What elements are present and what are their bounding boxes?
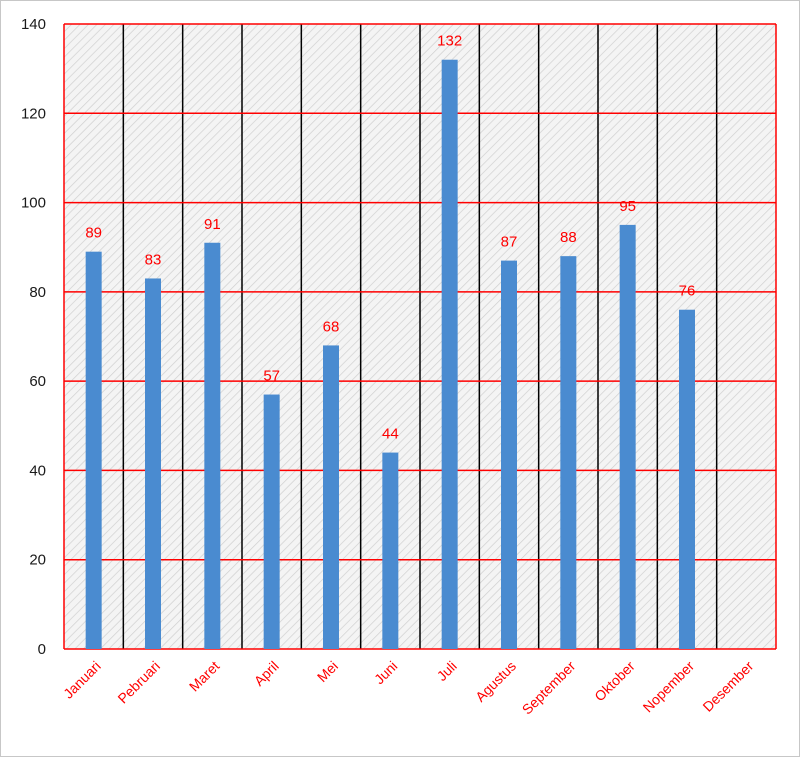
- data-label-nopember: 76: [679, 283, 696, 300]
- y-tick-label: 0: [38, 641, 46, 658]
- y-tick-label: 120: [21, 105, 46, 122]
- x-tick-label-maret: Maret: [186, 658, 223, 695]
- x-tick-label-pebruari: Pebruari: [114, 658, 163, 707]
- x-tick-label-juli: Juli: [434, 658, 460, 684]
- x-tick-label-september: September: [519, 658, 579, 718]
- x-tick-label-juni: Juni: [371, 658, 400, 687]
- x-tick-label-januari: Januari: [60, 658, 104, 702]
- data-label-januari: 89: [85, 225, 102, 242]
- data-label-maret: 91: [204, 216, 221, 233]
- data-label-pebruari: 83: [145, 251, 162, 268]
- data-label-agustus: 87: [501, 234, 518, 251]
- x-tick-label-mei: Mei: [314, 658, 341, 685]
- x-tick-label-april: April: [251, 658, 282, 689]
- data-label-mei: 68: [323, 318, 340, 335]
- bar-januari: [85, 251, 102, 649]
- y-tick-label: 60: [29, 373, 46, 390]
- x-tick-label-agustus: Agustus: [472, 658, 519, 705]
- data-label-september: 88: [560, 229, 577, 246]
- y-tick-label: 80: [29, 284, 46, 301]
- data-label-oktober: 95: [619, 198, 636, 215]
- bar-april: [263, 394, 280, 649]
- y-tick-label: 140: [21, 16, 46, 33]
- x-tick-label-oktober: Oktober: [591, 658, 638, 705]
- x-tick-label-nopember: Nopember: [640, 658, 698, 716]
- y-tick-label: 40: [29, 462, 46, 479]
- bar-pebruari: [145, 278, 161, 649]
- data-label-juli: 132: [437, 33, 462, 50]
- bar-juli: [441, 59, 458, 649]
- bar-oktober: [619, 224, 636, 649]
- data-label-april: 57: [263, 368, 280, 385]
- x-tick-label-desember: Desember: [699, 658, 756, 715]
- data-label-juni: 44: [382, 426, 399, 443]
- bar-juni: [382, 452, 399, 649]
- y-tick-label: 100: [21, 195, 46, 212]
- bar-mei: [323, 345, 339, 649]
- bar-nopember: [679, 309, 695, 649]
- bar-maret: [204, 242, 221, 649]
- y-tick-label: 20: [29, 552, 46, 569]
- bar-agustus: [501, 260, 517, 649]
- bar-september: [560, 256, 577, 649]
